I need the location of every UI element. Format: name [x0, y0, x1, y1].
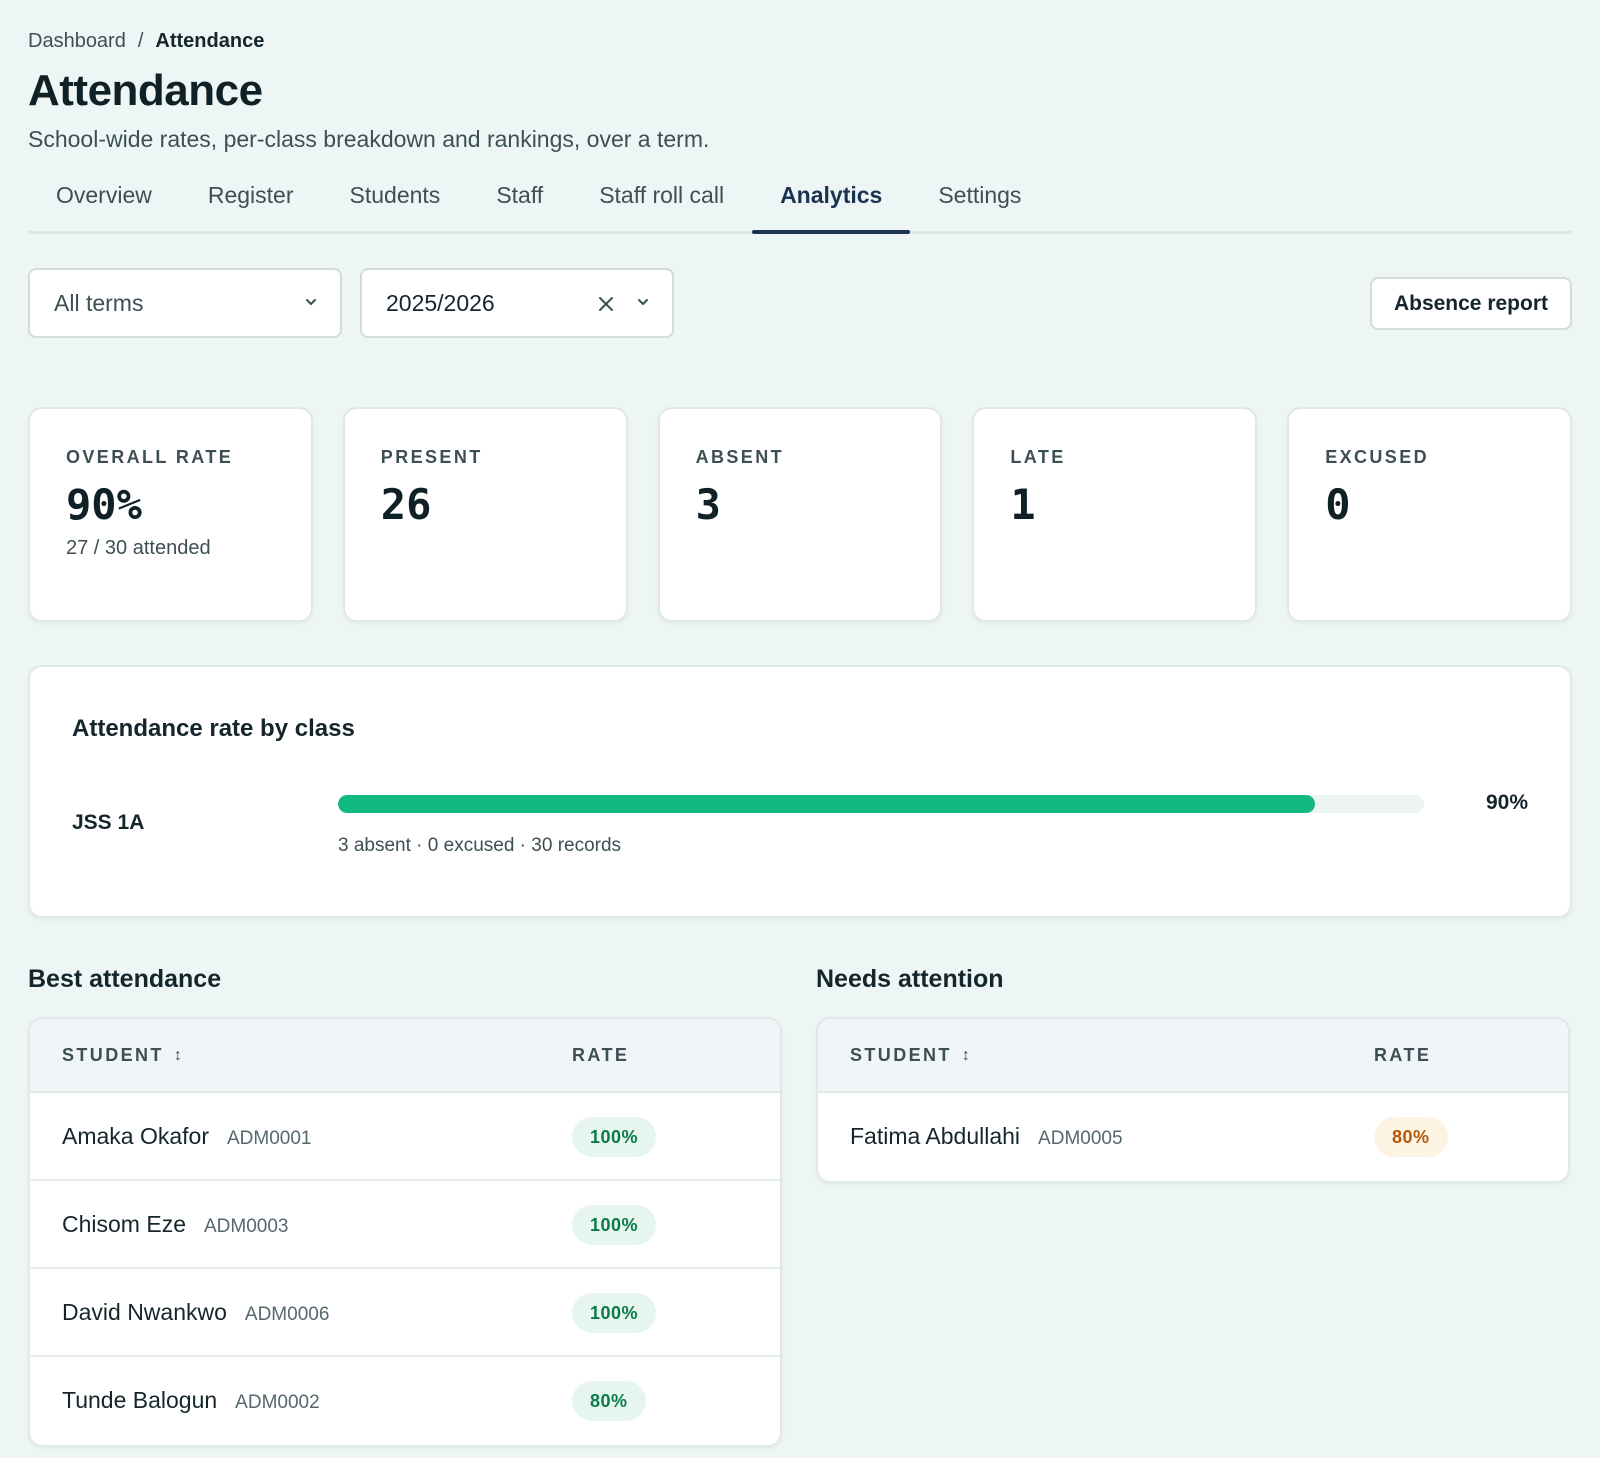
- rate-badge: 100%: [572, 1117, 657, 1157]
- student-adm: ADM0002: [235, 1392, 320, 1413]
- stat-sub: 27 / 30 attended: [66, 537, 211, 559]
- clear-icon[interactable]: [596, 294, 616, 314]
- class-rate-value: 90%: [1485, 791, 1528, 814]
- breadcrumb-separator: /: [137, 30, 144, 52]
- stat-absent: ABSENT 3: [657, 407, 943, 622]
- session-select-value: 2025/2026: [386, 289, 495, 316]
- stat-label: PRESENT: [380, 447, 483, 467]
- tab-bar: Overview Register Students Staff Staff r…: [28, 172, 1572, 234]
- term-select-value: All terms: [54, 289, 144, 316]
- rate-badge: 80%: [1374, 1117, 1448, 1157]
- student-cell: Amaka Okafor ADM0001: [62, 1123, 312, 1150]
- stat-label: EXCUSED: [1325, 447, 1430, 467]
- tab-staff-roll-call[interactable]: Staff roll call: [599, 182, 725, 208]
- class-rate-title: Attendance rate by class: [72, 715, 355, 742]
- col-student[interactable]: STUDENT ↕: [62, 1045, 182, 1066]
- student-name: Amaka Okafor: [62, 1123, 209, 1149]
- needs-attention-table: STUDENT ↕ RATE Fatima Abdullahi ADM0005 8…: [816, 1017, 1570, 1183]
- col-student-label: STUDENT: [62, 1045, 164, 1065]
- session-select[interactable]: 2025/2026: [360, 268, 674, 338]
- chevron-down-icon: [306, 299, 316, 305]
- rate-badge: 80%: [572, 1381, 646, 1421]
- table-row[interactable]: Amaka Okafor ADM0001 100%: [30, 1093, 780, 1181]
- rate-bar-track: [338, 795, 1424, 813]
- breadcrumb-dashboard[interactable]: Dashboard: [28, 30, 126, 52]
- rate-badge: 100%: [572, 1293, 657, 1333]
- student-adm: ADM0001: [227, 1128, 312, 1149]
- stat-value: 90%: [66, 480, 142, 529]
- class-rate-card: Attendance rate by class JSS 1A 90% 3 ab…: [28, 665, 1572, 918]
- stat-overall-rate: OVERALL RATE 90% 27 / 30 attended: [28, 407, 313, 622]
- student-cell: Fatima Abdullahi ADM0005: [850, 1123, 1123, 1150]
- term-select[interactable]: All terms: [28, 268, 342, 338]
- student-cell: Tunde Balogun ADM0002: [62, 1387, 320, 1414]
- best-attendance-title: Best attendance: [28, 965, 222, 993]
- table-row[interactable]: David Nwankwo ADM0006 100%: [30, 1269, 780, 1357]
- student-name: Fatima Abdullahi: [850, 1123, 1021, 1149]
- needs-attention-title: Needs attention: [816, 965, 1004, 993]
- table-header: STUDENT ↕ RATE: [30, 1019, 780, 1093]
- col-student-label: STUDENT: [850, 1045, 952, 1065]
- tab-analytics[interactable]: Analytics: [752, 172, 911, 234]
- student-cell: Chisom Eze ADM0003: [62, 1211, 288, 1238]
- tab-staff[interactable]: Staff: [496, 182, 544, 208]
- stat-value: 1: [1010, 480, 1036, 529]
- stat-label: ABSENT: [695, 447, 784, 467]
- page-title: Attendance: [28, 66, 263, 115]
- student-adm: ADM0003: [203, 1216, 289, 1237]
- page-subtitle: School-wide rates, per-class breakdown a…: [28, 126, 710, 152]
- stat-late: LATE 1: [972, 407, 1258, 622]
- best-attendance-table: STUDENT ↕ RATE Amaka Okafor ADM0001 100% …: [28, 1017, 782, 1447]
- student-adm: ADM0006: [244, 1304, 330, 1325]
- col-student[interactable]: STUDENT ↕: [850, 1045, 970, 1066]
- student-cell: David Nwankwo ADM0006: [62, 1299, 329, 1326]
- sort-icon[interactable]: ↕: [173, 1046, 182, 1064]
- breadcrumb-current: Attendance: [155, 30, 265, 52]
- stat-label: LATE: [1010, 447, 1066, 467]
- class-name: JSS 1A: [72, 811, 145, 834]
- stat-value: 3: [695, 480, 721, 529]
- absence-report-button[interactable]: Absence report: [1369, 277, 1572, 330]
- stat-present: PRESENT 26: [342, 407, 628, 622]
- class-rate-meta: 3 absent · 0 excused · 30 records: [338, 835, 622, 856]
- table-row[interactable]: Tunde Balogun ADM0002 80%: [30, 1357, 780, 1445]
- student-adm: ADM0005: [1038, 1128, 1123, 1149]
- stat-value: 26: [380, 480, 432, 529]
- table-header: STUDENT ↕ RATE: [818, 1019, 1568, 1093]
- stat-cards: OVERALL RATE 90% 27 / 30 attended PRESEN…: [28, 407, 1572, 622]
- stat-excused: EXCUSED 0: [1287, 407, 1572, 622]
- tab-students[interactable]: Students: [349, 182, 441, 208]
- tab-overview[interactable]: Overview: [56, 182, 152, 208]
- student-name: Chisom Eze: [62, 1211, 186, 1237]
- chevron-down-icon: [638, 299, 648, 305]
- rate-badge: 100%: [572, 1205, 657, 1245]
- rate-bar-fill: [338, 795, 1316, 813]
- table-row[interactable]: Chisom Eze ADM0003 100%: [30, 1181, 780, 1269]
- tab-settings[interactable]: Settings: [938, 182, 1022, 208]
- stat-label: OVERALL RATE: [66, 447, 234, 467]
- col-rate: RATE: [572, 1045, 630, 1065]
- table-row[interactable]: Fatima Abdullahi ADM0005 80%: [818, 1093, 1568, 1181]
- col-rate: RATE: [1374, 1045, 1432, 1065]
- sort-icon[interactable]: ↕: [961, 1046, 970, 1064]
- student-name: David Nwankwo: [62, 1299, 227, 1325]
- stat-value: 0: [1325, 480, 1351, 529]
- tab-register[interactable]: Register: [207, 182, 294, 208]
- breadcrumb: Dashboard / Attendance: [28, 30, 264, 53]
- student-name: Tunde Balogun: [62, 1387, 218, 1413]
